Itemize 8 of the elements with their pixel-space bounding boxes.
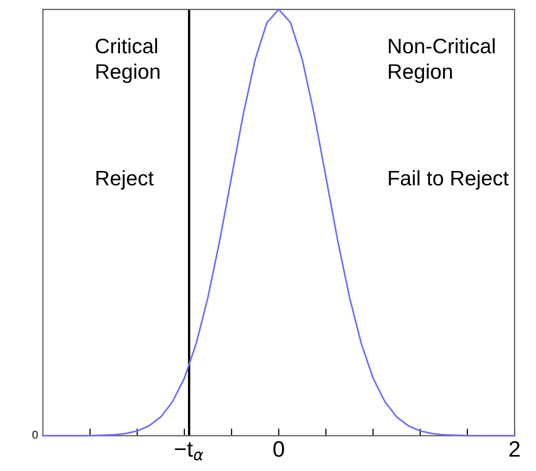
annotation: Reject (96, 170, 154, 190)
annotation: Critical Region (96, 38, 160, 84)
x-tick-label: 2 (510, 441, 520, 457)
annotation: Fail to Reject (388, 170, 509, 190)
x-tick-label: −t$_{α}$ (174, 442, 204, 460)
x-tick-label: 0 (273, 441, 284, 457)
text: 0 (32, 430, 38, 439)
annotation: Non-Critical Region (388, 38, 495, 84)
